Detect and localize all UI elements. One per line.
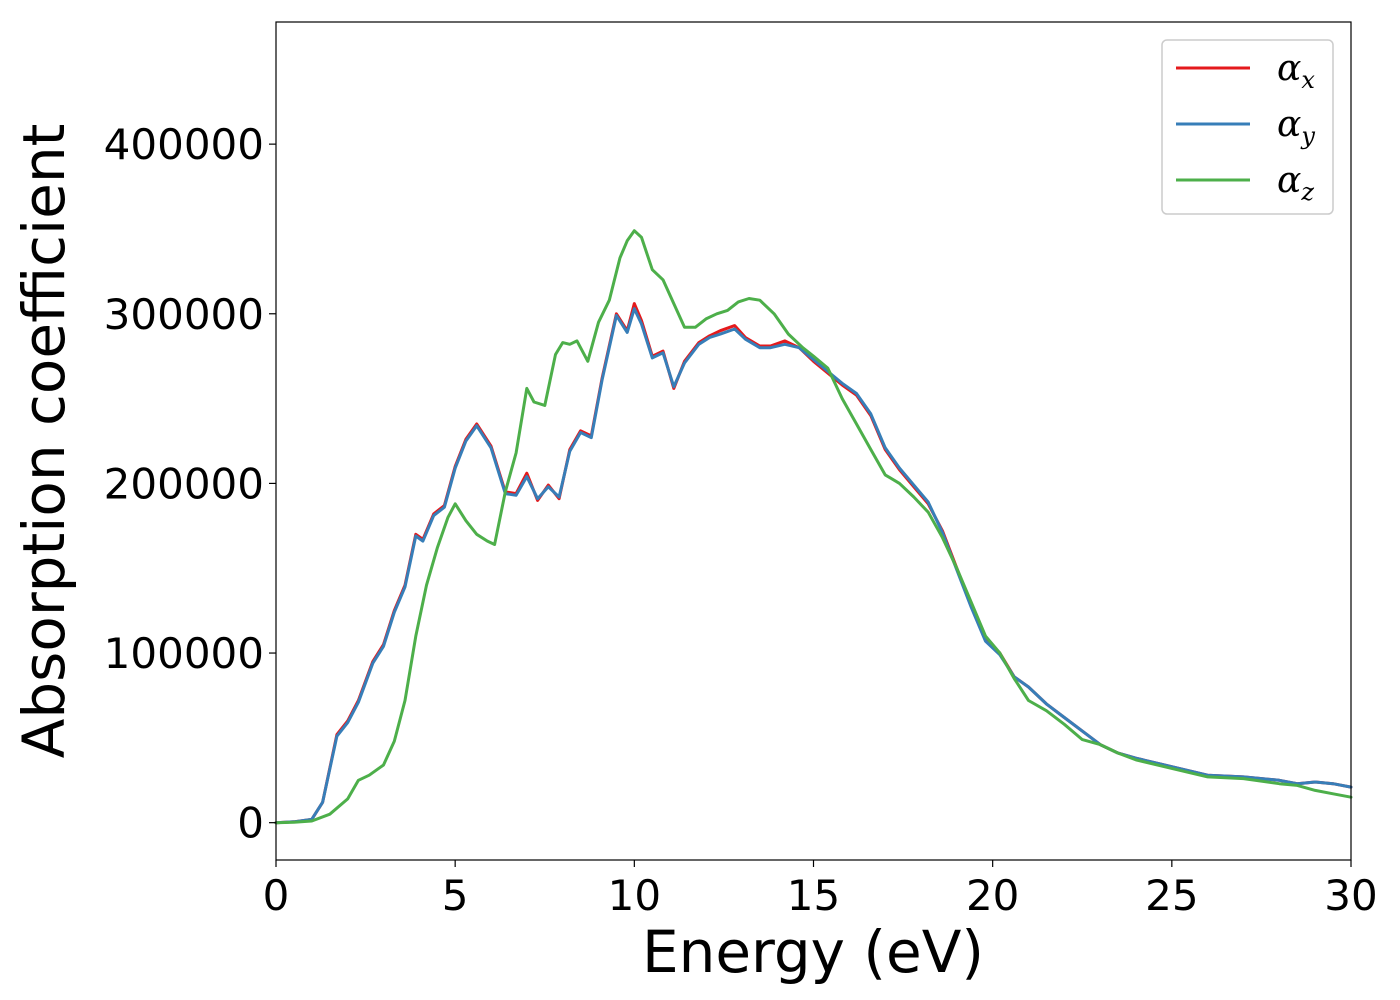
x-tick-label: 30 [1324, 871, 1377, 920]
x-axis-ticks: 0 5 10 15 20 25 30 [263, 860, 1378, 920]
legend-box [1161, 39, 1334, 215]
y-tick-label: 300000 [104, 290, 264, 339]
y-tick-label: 0 [237, 799, 264, 848]
y-axis-ticks: 0 100000 200000 300000 400000 [104, 120, 276, 848]
legend: αx αy αz [1161, 39, 1334, 215]
series-lines [274, 229, 1353, 825]
y-tick-label: 200000 [104, 459, 264, 508]
series-line-alpha-z [274, 229, 1353, 825]
y-tick-label: 400000 [104, 120, 264, 169]
legend-label-alpha-z: αz [1277, 160, 1314, 206]
x-tick-label: 25 [1145, 871, 1198, 920]
y-tick-label: 100000 [104, 629, 264, 678]
x-tick-label: 10 [608, 871, 661, 920]
legend-label-alpha-x: αx [1277, 48, 1315, 94]
x-tick-label: 20 [966, 871, 1019, 920]
legend-items: αx αy αz [1176, 48, 1315, 206]
x-axis-label: Energy (eV) [642, 918, 984, 986]
y-axis-label: Absorption coefficient [10, 124, 78, 759]
x-tick-label: 5 [442, 871, 469, 920]
x-tick-label: 0 [263, 871, 290, 920]
legend-label-alpha-y: αy [1277, 104, 1315, 150]
series-line-alpha-y [274, 307, 1353, 825]
x-tick-label: 15 [787, 871, 840, 920]
